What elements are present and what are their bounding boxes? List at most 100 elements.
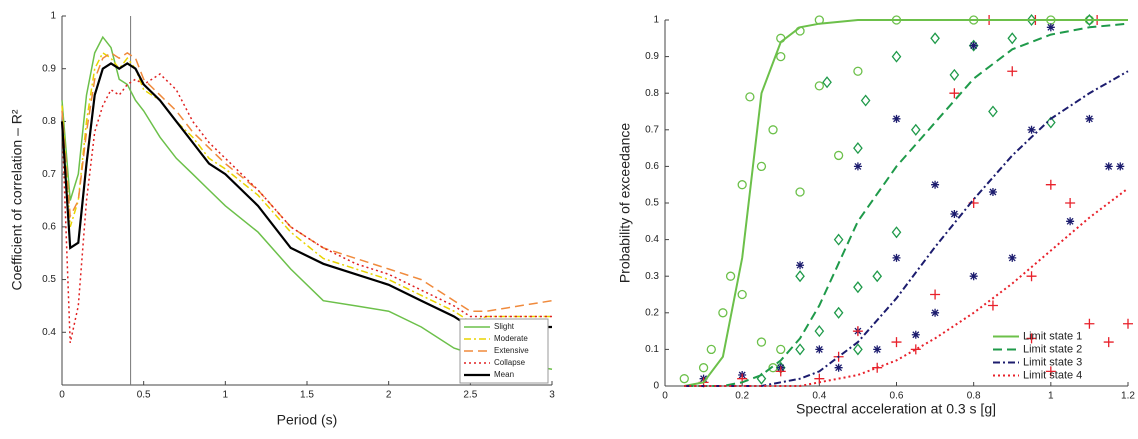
y-tick-label: 0.5 bbox=[645, 198, 659, 209]
point bbox=[930, 32, 940, 45]
point bbox=[969, 41, 978, 50]
point bbox=[1046, 116, 1056, 129]
x-tick-label: 2 bbox=[386, 390, 392, 401]
point bbox=[968, 39, 979, 52]
point bbox=[756, 337, 767, 347]
point bbox=[930, 289, 941, 300]
x-tick-label: 0 bbox=[59, 390, 65, 401]
point bbox=[795, 343, 805, 356]
x-axis-title: Period (s) bbox=[277, 412, 338, 428]
point bbox=[737, 289, 747, 300]
x-tick-label: 1.2 bbox=[1121, 391, 1135, 402]
legend-label: Mean bbox=[494, 370, 514, 379]
x-tick-label: 0.4 bbox=[812, 391, 826, 402]
point bbox=[931, 180, 940, 189]
legend-label: Limit state 2 bbox=[1023, 343, 1082, 355]
y-tick-label: 0.5 bbox=[42, 274, 56, 285]
point bbox=[910, 123, 921, 136]
point bbox=[931, 308, 940, 317]
point bbox=[853, 343, 863, 356]
point bbox=[815, 345, 824, 354]
point bbox=[853, 281, 863, 294]
fit-curve bbox=[684, 187, 1129, 387]
y-tick-label: 1 bbox=[653, 15, 659, 26]
series-line bbox=[61, 35, 553, 370]
y-tick-label: 0.3 bbox=[645, 271, 659, 282]
y-tick-label: 0.8 bbox=[42, 116, 56, 127]
point bbox=[1045, 179, 1056, 190]
x-axis-title: Spectral acceleration at 0.3 s [g] bbox=[796, 401, 996, 417]
point bbox=[737, 180, 747, 190]
y-tick-label: 0.4 bbox=[42, 327, 56, 338]
point bbox=[795, 187, 805, 197]
point bbox=[860, 94, 871, 107]
y-axis-title: Coefficient of correlation – R² bbox=[9, 109, 25, 290]
point bbox=[1026, 271, 1037, 282]
point bbox=[745, 92, 755, 102]
point bbox=[795, 270, 805, 283]
y-tick-label: 0.6 bbox=[42, 221, 56, 232]
x-tick-label: 3 bbox=[549, 390, 555, 401]
y-tick-label: 0.7 bbox=[645, 124, 659, 135]
y-tick-label: 0 bbox=[653, 381, 659, 392]
point bbox=[1066, 217, 1075, 226]
series-line bbox=[61, 73, 552, 343]
point bbox=[988, 105, 998, 118]
point bbox=[852, 326, 863, 337]
point bbox=[891, 226, 902, 239]
point bbox=[872, 270, 883, 283]
point bbox=[891, 50, 902, 63]
x-tick-label: 0.5 bbox=[137, 390, 151, 401]
point bbox=[1008, 253, 1017, 262]
point bbox=[949, 88, 960, 99]
point bbox=[1026, 333, 1037, 344]
point bbox=[853, 66, 863, 76]
point bbox=[718, 308, 728, 318]
x-tick-label: 1.5 bbox=[300, 390, 314, 401]
series-line bbox=[61, 52, 553, 312]
point bbox=[988, 188, 997, 197]
point bbox=[833, 233, 844, 246]
point bbox=[775, 366, 786, 377]
point bbox=[814, 325, 825, 338]
point bbox=[1065, 198, 1076, 208]
y-tick-label: 0.8 bbox=[645, 88, 659, 99]
point bbox=[834, 363, 843, 372]
y-tick-label: 0.9 bbox=[645, 51, 659, 62]
y-tick-label: 0.9 bbox=[42, 63, 56, 74]
fit-curve bbox=[684, 22, 1129, 387]
point bbox=[892, 114, 901, 123]
point bbox=[911, 330, 920, 339]
point bbox=[1103, 337, 1114, 348]
point bbox=[706, 344, 716, 355]
point bbox=[1046, 23, 1055, 32]
y-tick-label: 0.4 bbox=[645, 234, 659, 245]
point bbox=[1007, 32, 1018, 45]
legend-label: Slight bbox=[494, 322, 515, 331]
x-tick-label: 0.2 bbox=[735, 391, 749, 402]
legend-label: Limit state 3 bbox=[1023, 356, 1082, 368]
point bbox=[1084, 13, 1095, 27]
fit-curve bbox=[684, 70, 1129, 387]
point bbox=[833, 306, 844, 319]
y-tick-label: 0.2 bbox=[645, 307, 659, 318]
point bbox=[1116, 162, 1125, 171]
point bbox=[725, 271, 736, 281]
point bbox=[698, 363, 709, 373]
point bbox=[768, 125, 778, 135]
point bbox=[776, 51, 786, 62]
point bbox=[910, 344, 921, 355]
point bbox=[679, 374, 689, 384]
point bbox=[776, 344, 786, 355]
legend-label: Limit state 4 bbox=[1023, 369, 1082, 381]
legend-label: Collapse bbox=[494, 358, 526, 367]
point bbox=[1084, 318, 1095, 329]
point bbox=[1104, 162, 1113, 171]
point bbox=[987, 300, 998, 311]
point bbox=[1085, 114, 1094, 123]
point bbox=[822, 76, 832, 89]
point bbox=[756, 161, 767, 172]
legend-label: Extensive bbox=[494, 346, 529, 355]
x-tick-label: 2.5 bbox=[463, 390, 477, 401]
